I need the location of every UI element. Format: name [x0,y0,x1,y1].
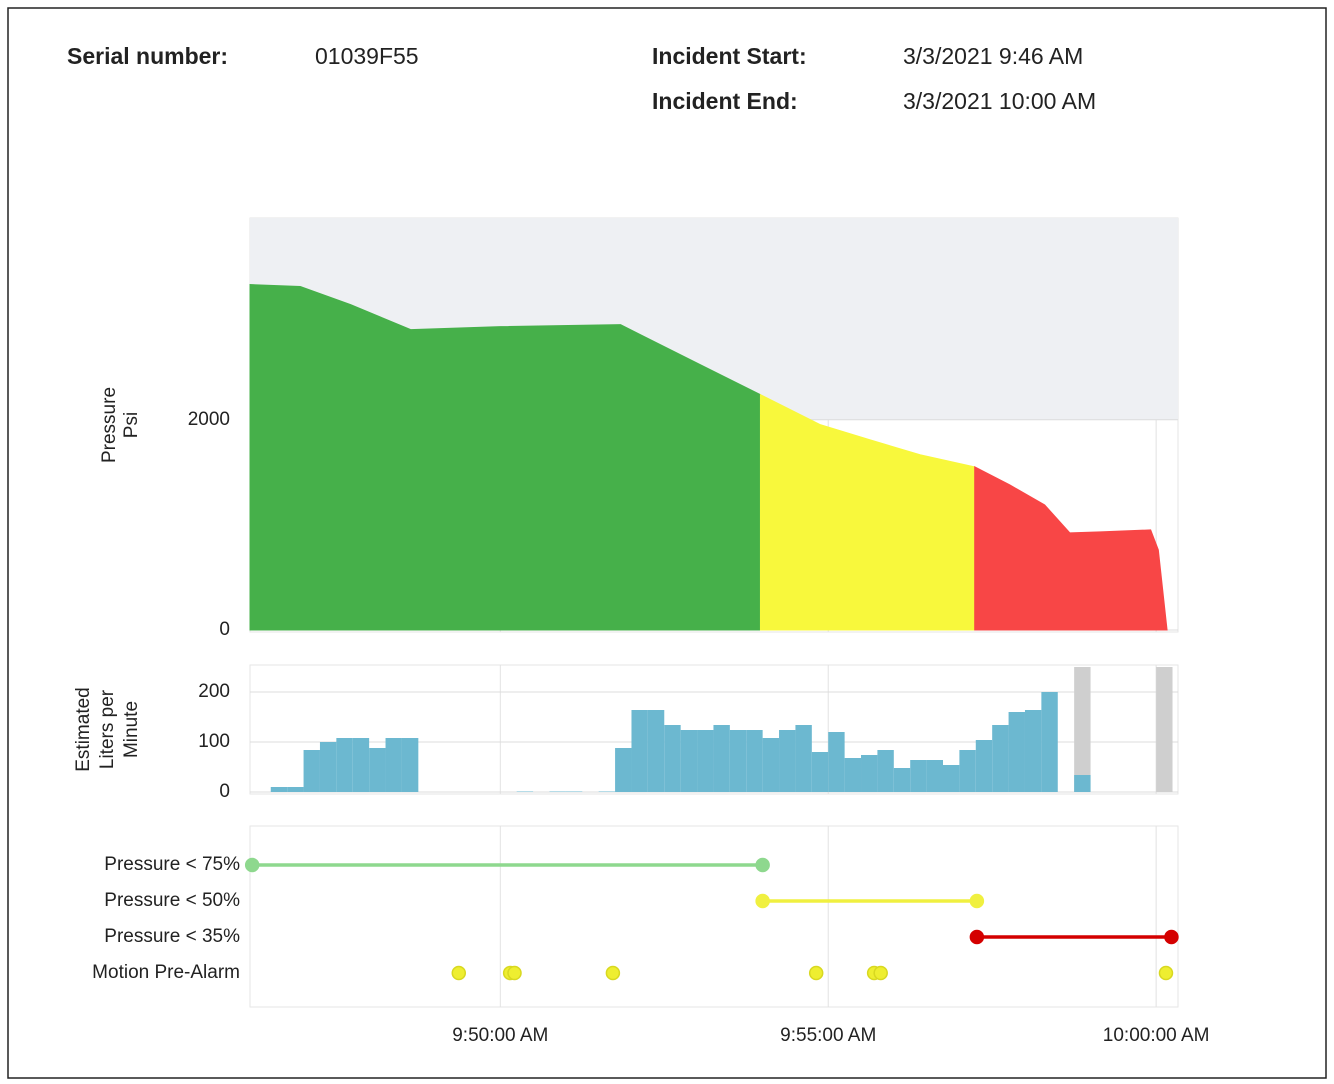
flow-bar [795,725,812,792]
flow-bar [942,765,960,792]
flow-bar [385,738,402,792]
flow-bar [779,730,796,792]
flow-bar [287,787,304,792]
flow-bar [746,730,763,792]
event-point [755,893,770,909]
flow-bar [319,742,337,792]
flow-bar [1041,692,1058,792]
flow-bar [1008,712,1025,792]
x-tick-label: 9:50:00 AM [452,1025,548,1046]
row-label: Motion Pre-Alarm [92,962,240,983]
plot-area [249,825,1179,1008]
pressure-area [974,466,1168,631]
flow-bar [680,730,698,792]
y-axis-label: Liters per [97,689,118,769]
flow-bar [959,750,976,792]
flow-bar [992,725,1009,792]
flow-bar [401,738,419,792]
flow-bar [352,738,370,792]
flow-bar [516,791,534,792]
row-label: Pressure < 50% [104,890,240,911]
flow-bar [975,740,993,792]
y-tick-label: 0 [219,619,230,640]
event-point [451,965,467,981]
event-point [605,965,621,981]
event-point [507,965,522,981]
event-point [969,929,985,945]
flow-bar [697,730,714,792]
end: 3/3/2021 10:00 AM [903,88,1096,114]
flow-bar [270,787,288,792]
y-axis-label: Minute [121,701,142,758]
flow-bar [762,738,780,792]
flow-bar [828,732,845,792]
end-label: Incident End: [652,88,798,114]
flow-bar [926,760,943,792]
y-axis-label: Pressure [99,387,120,463]
y-axis-label: Estimated [73,687,94,771]
event-point [969,893,985,909]
event-point [1164,929,1179,945]
x-tick-label: 10:00:00 AM [1103,1025,1210,1046]
row-label: Pressure < 75% [104,854,240,875]
flow-bar [615,748,632,792]
y-tick-label: 200 [198,681,230,702]
row-label: Pressure < 35% [104,926,240,947]
flow-bar [664,725,681,792]
flow-bar [729,730,747,792]
serial: 01039F55 [315,43,419,69]
flow-bar [598,791,616,792]
flow-bar [844,758,862,792]
no-data-span [1156,667,1173,792]
flow-bar [549,791,566,792]
y-tick-label: 100 [198,731,230,752]
flow-bar [336,738,353,792]
flow-bar [647,710,665,792]
flow-bar [893,768,911,792]
event-point [873,965,888,981]
y-axis-label: Psi [121,412,142,438]
y-tick-label: 0 [219,781,230,802]
flow-bar [1074,775,1091,792]
flow-bar [631,710,648,792]
flow-bar [1024,710,1042,792]
flow-bar [369,748,386,792]
event-point [244,857,260,873]
flow-bar [565,791,583,792]
flow-bar [910,760,927,792]
serial-label: Serial number: [67,43,228,69]
flow-bar [713,725,730,792]
x-tick-label: 9:55:00 AM [780,1025,876,1046]
no-data-span [1074,667,1091,792]
flow-bar [877,750,894,792]
y-tick-label: 2000 [188,409,230,430]
event-point [755,857,770,873]
event-point [808,965,824,981]
start: 3/3/2021 9:46 AM [903,43,1083,69]
flow-bar [811,752,829,792]
flow-bar [303,750,320,792]
start-label: Incident Start: [652,43,807,69]
event-point [1158,965,1174,981]
flow-bar [861,755,878,792]
